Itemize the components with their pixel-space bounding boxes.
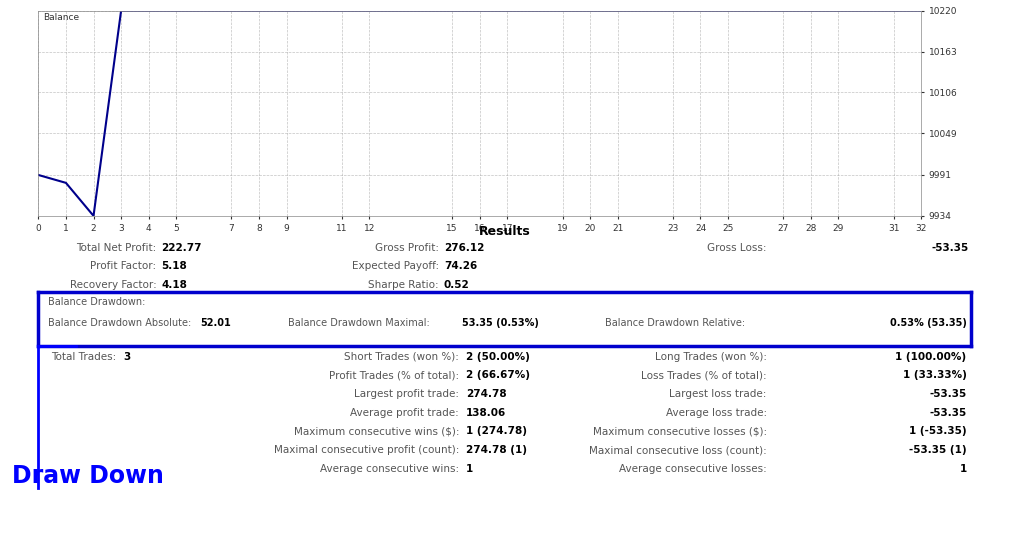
- Text: Results: Results: [478, 225, 531, 238]
- Text: Loss Trades (% of total):: Loss Trades (% of total):: [641, 370, 767, 381]
- Text: 52.01: 52.01: [200, 318, 230, 328]
- Text: Balance Drawdown Absolute:: Balance Drawdown Absolute:: [48, 318, 192, 328]
- Text: 2 (50.00%): 2 (50.00%): [466, 352, 530, 362]
- Text: Maximum consecutive losses ($):: Maximum consecutive losses ($):: [592, 426, 767, 437]
- Text: 1: 1: [960, 464, 967, 474]
- Text: 274.78 (1): 274.78 (1): [466, 445, 527, 455]
- Text: Expected Payoff:: Expected Payoff:: [352, 261, 439, 271]
- Text: 138.06: 138.06: [466, 408, 507, 418]
- Text: -53.35: -53.35: [929, 408, 967, 418]
- Text: Gross Loss:: Gross Loss:: [707, 243, 767, 253]
- Text: Total Trades:: Total Trades:: [50, 352, 116, 362]
- Text: 0.53% (53.35): 0.53% (53.35): [890, 318, 967, 328]
- Text: 74.26: 74.26: [444, 261, 477, 271]
- Text: Largest profit trade:: Largest profit trade:: [354, 389, 459, 399]
- Text: Draw Down: Draw Down: [12, 464, 164, 488]
- Text: 222.77: 222.77: [161, 243, 202, 253]
- Text: Balance Drawdown:: Balance Drawdown:: [48, 297, 146, 307]
- Text: 276.12: 276.12: [444, 243, 484, 253]
- Text: Balance: Balance: [42, 13, 79, 22]
- Text: Average consecutive wins:: Average consecutive wins:: [320, 464, 459, 474]
- Text: Long Trades (won %):: Long Trades (won %):: [655, 352, 767, 362]
- Text: Gross Profit:: Gross Profit:: [375, 243, 439, 253]
- Text: 3: 3: [123, 352, 130, 362]
- Text: Average loss trade:: Average loss trade:: [666, 408, 767, 418]
- Text: Balance Drawdown Relative:: Balance Drawdown Relative:: [605, 318, 746, 328]
- Text: Maximal consecutive loss (count):: Maximal consecutive loss (count):: [589, 445, 767, 455]
- Text: 2 (66.67%): 2 (66.67%): [466, 370, 530, 381]
- Text: -53.35: -53.35: [929, 389, 967, 399]
- Text: 1 (100.00%): 1 (100.00%): [896, 352, 967, 362]
- Text: 0.52: 0.52: [444, 280, 470, 290]
- Text: Maximum consecutive wins ($):: Maximum consecutive wins ($):: [294, 426, 459, 437]
- Text: 1 (-53.35): 1 (-53.35): [909, 426, 967, 437]
- Text: 1 (33.33%): 1 (33.33%): [903, 370, 967, 381]
- Text: Total Net Profit:: Total Net Profit:: [76, 243, 156, 253]
- Text: Balance Drawdown Maximal:: Balance Drawdown Maximal:: [288, 318, 429, 328]
- Text: 1 (274.78): 1 (274.78): [466, 426, 527, 437]
- Text: Recovery Factor:: Recovery Factor:: [70, 280, 156, 290]
- Text: Profit Trades (% of total):: Profit Trades (% of total):: [329, 370, 459, 381]
- Text: Sharpe Ratio:: Sharpe Ratio:: [368, 280, 439, 290]
- Text: 4.18: 4.18: [161, 280, 188, 290]
- Text: -53.35 (1): -53.35 (1): [909, 445, 967, 455]
- Text: Short Trades (won %):: Short Trades (won %):: [344, 352, 459, 362]
- Text: 53.35 (0.53%): 53.35 (0.53%): [462, 318, 539, 328]
- Text: Average profit trade:: Average profit trade:: [350, 408, 459, 418]
- Text: 274.78: 274.78: [466, 389, 507, 399]
- Text: -53.35: -53.35: [931, 243, 969, 253]
- Text: Average consecutive losses:: Average consecutive losses:: [620, 464, 767, 474]
- Text: Profit Factor:: Profit Factor:: [90, 261, 156, 271]
- Text: 1: 1: [466, 464, 473, 474]
- Text: Largest loss trade:: Largest loss trade:: [669, 389, 767, 399]
- Text: 5.18: 5.18: [161, 261, 188, 271]
- Text: Maximal consecutive profit (count):: Maximal consecutive profit (count):: [273, 445, 459, 455]
